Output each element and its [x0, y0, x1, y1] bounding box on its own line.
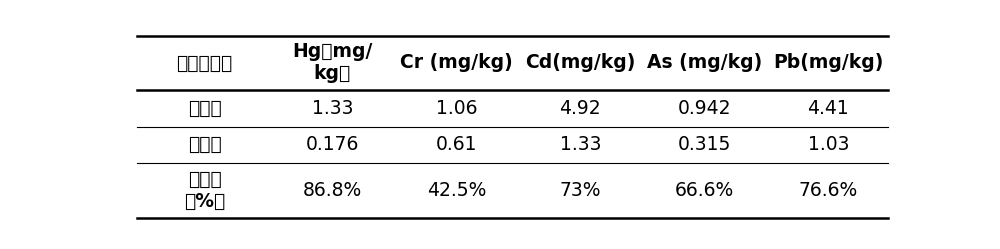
- Text: 4.41: 4.41: [807, 99, 849, 118]
- Text: 去除率
（%）: 去除率 （%）: [184, 170, 225, 211]
- Text: 1.03: 1.03: [808, 135, 849, 154]
- Text: 处理前: 处理前: [188, 99, 221, 118]
- Text: As (mg/kg): As (mg/kg): [647, 54, 762, 72]
- Text: 42.5%: 42.5%: [427, 181, 486, 200]
- Text: 0.176: 0.176: [306, 135, 359, 154]
- Text: 66.6%: 66.6%: [675, 181, 734, 200]
- Text: Pb(mg/kg): Pb(mg/kg): [773, 54, 884, 72]
- Text: Cr (mg/kg): Cr (mg/kg): [400, 54, 513, 72]
- Text: 1.06: 1.06: [436, 99, 477, 118]
- Text: 处理后: 处理后: [188, 135, 221, 154]
- Text: Hg（mg/
kg）: Hg（mg/ kg）: [292, 42, 372, 83]
- Text: 1.33: 1.33: [312, 99, 353, 118]
- Text: 0.315: 0.315: [678, 135, 731, 154]
- Text: 0.942: 0.942: [678, 99, 731, 118]
- Text: 1.33: 1.33: [560, 135, 601, 154]
- Text: 0.61: 0.61: [436, 135, 477, 154]
- Text: 4.92: 4.92: [560, 99, 601, 118]
- Text: 76.6%: 76.6%: [799, 181, 858, 200]
- Text: 86.8%: 86.8%: [303, 181, 362, 200]
- Text: 73%: 73%: [560, 181, 601, 200]
- Text: 重金属含量: 重金属含量: [176, 54, 233, 72]
- Text: Cd(mg/kg): Cd(mg/kg): [525, 54, 636, 72]
